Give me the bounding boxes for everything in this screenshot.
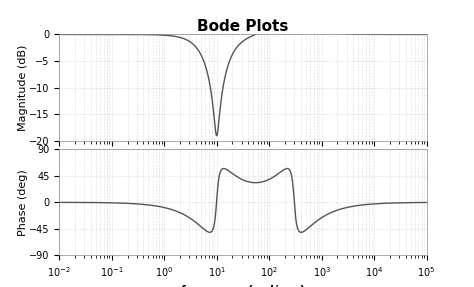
X-axis label: frequency (rad/seg): frequency (rad/seg) — [181, 284, 305, 287]
Y-axis label: Magnitude (dB): Magnitude (dB) — [18, 44, 27, 131]
Title: Bode Plots: Bode Plots — [197, 20, 289, 34]
Y-axis label: Phase (deg): Phase (deg) — [18, 169, 27, 236]
